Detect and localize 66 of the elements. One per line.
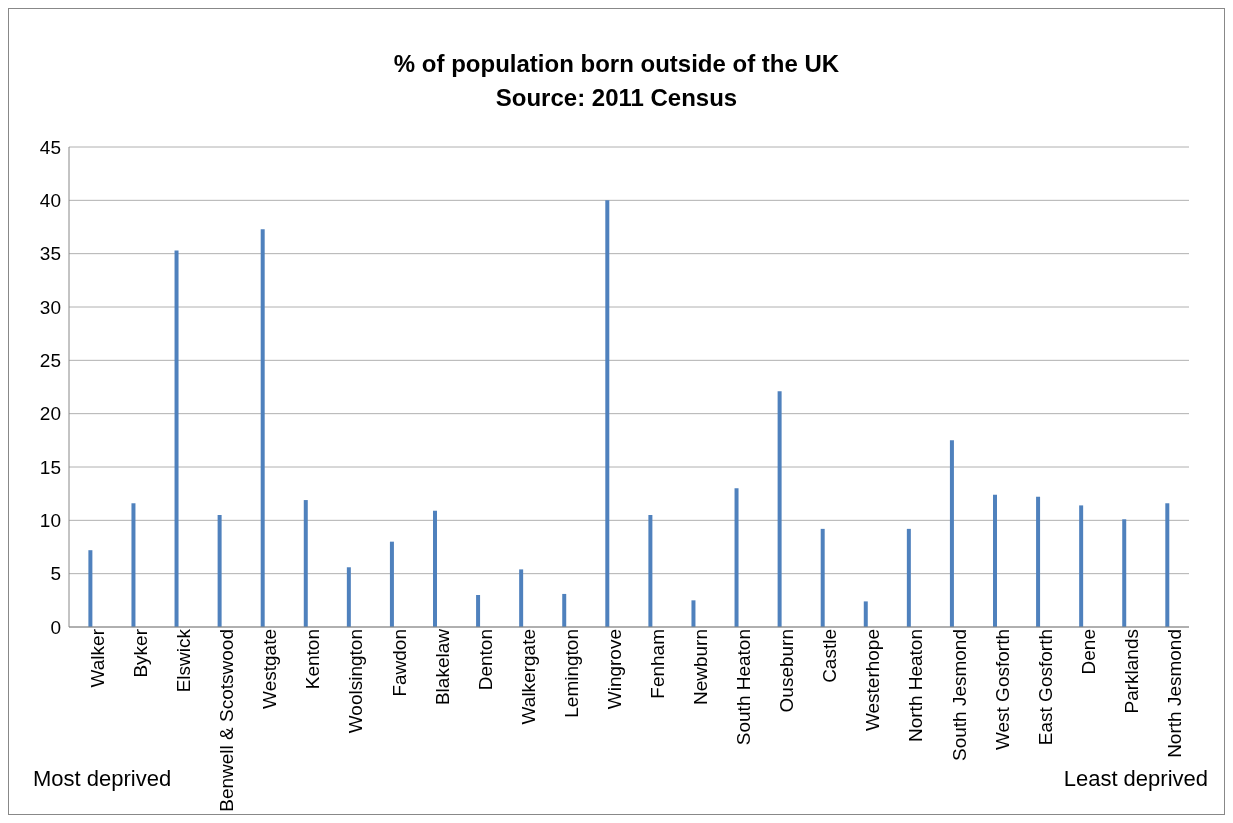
bar [519,569,524,627]
chart-title: % of population born outside of the UK [392,49,841,79]
x-tick-label: Westerhope [862,629,884,732]
y-tick-label: 25 [39,350,61,372]
bar [1122,519,1127,627]
bar [863,601,868,627]
bar [562,593,567,627]
bar [648,515,653,627]
y-tick-label: 0 [50,616,61,638]
x-tick-label: Parklands [1120,629,1142,714]
bar [260,229,265,627]
x-tick-label: Kenton [302,629,324,690]
y-tick-label: 10 [39,510,61,532]
y-tick-label: 45 [39,136,61,158]
x-tick-label: Benwell & Scotswood [216,629,238,812]
bar [389,541,394,627]
x-tick-label: Westgate [259,629,281,709]
bar [303,500,308,627]
x-tick-label: Walkergate [517,629,539,725]
x-tick-label: Byker [130,628,152,678]
x-tick-label: Wingrove [603,629,625,710]
bar [1079,505,1084,627]
text: Least deprived [1063,766,1208,792]
x-tick-label: Walker [87,628,109,688]
x-tick-label: Newburn [690,629,712,706]
x-tick-label: Woolsington [345,629,367,734]
x-tick-label: North Jesmond [1163,629,1185,758]
x-tick-label: North Heaton [905,629,927,743]
x-tick-label: Lemington [560,629,582,718]
x-tick-label: Fawdon [388,629,410,697]
x-tick-label: Fenham [647,629,669,699]
y-tick-label: 40 [39,190,61,212]
bar [734,488,739,627]
bar [949,440,954,627]
x-tick-label: Denton [474,629,496,691]
x-tick-label: Ouseburn [776,629,798,713]
bar [217,515,222,627]
bar [346,567,351,627]
x-tick-label: Dene [1077,629,1099,675]
x-tick-label: West Gosforth [991,629,1013,751]
y-tick-label: 15 [39,456,61,478]
bar [433,510,437,627]
x-tick-label: Elswick [173,628,195,693]
chart-subtitle: Source: 2011 Census [494,83,739,113]
bar [88,550,93,627]
bar [131,503,136,627]
bar [174,250,179,627]
bar [906,528,911,627]
bar [691,600,696,627]
bar [777,391,782,627]
x-tick-label: South Jesmond [948,629,970,762]
text: Most deprived [33,766,172,792]
x-tick-label: South Heaton [733,629,755,746]
bar [1036,496,1041,627]
y-tick-label: 5 [50,563,61,585]
bar [993,494,997,627]
bar [820,528,825,627]
x-tick-label: Castle [819,629,841,683]
y-tick-label: 35 [39,243,61,265]
bar [605,200,610,627]
x-tick-label: East Gosforth [1034,629,1056,746]
x-tick-label: Blakelaw [431,628,453,706]
y-tick-label: 20 [39,403,61,425]
bar [476,595,481,627]
bar [1165,503,1170,627]
y-tick-label: 30 [39,296,61,318]
